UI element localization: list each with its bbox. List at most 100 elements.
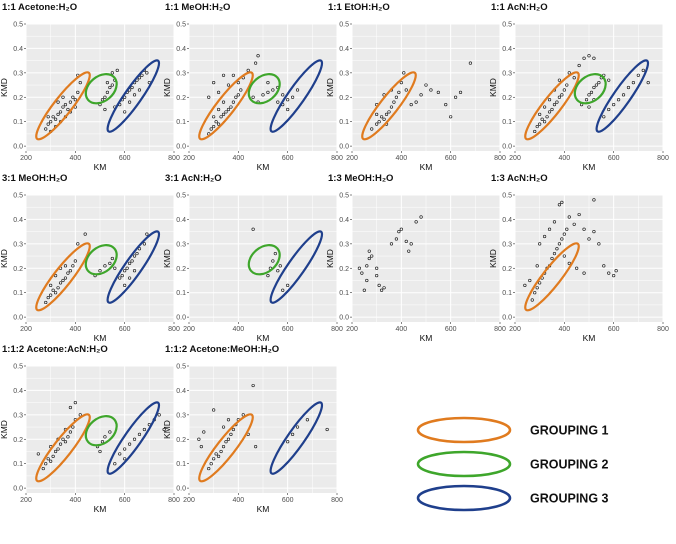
data-point xyxy=(377,283,381,287)
data-point xyxy=(61,437,65,441)
data-point xyxy=(266,90,270,94)
data-point xyxy=(538,122,542,126)
data-point xyxy=(51,115,55,119)
data-point xyxy=(162,427,166,432)
panel-title: 3:1 MeOH:H₂O xyxy=(2,173,67,184)
data-point xyxy=(523,283,527,287)
legend-item: GROUPING 2 xyxy=(416,450,609,478)
legend: GROUPING 1 GROUPING 2 GROUPING 3 xyxy=(416,416,609,512)
data-point xyxy=(587,54,591,58)
data-point xyxy=(266,273,270,278)
data-point xyxy=(286,98,290,102)
y-tick-label: 0.0 xyxy=(339,315,349,322)
data-point xyxy=(567,261,571,265)
y-tick-label: 0.1 xyxy=(13,290,23,297)
grouping-1-ellipse xyxy=(524,71,580,141)
x-tick-label: 200 xyxy=(20,326,32,333)
data-point xyxy=(49,283,53,287)
data-point xyxy=(251,227,255,231)
data-point xyxy=(132,254,137,258)
data-point xyxy=(582,227,586,231)
y-tick-label: 0.1 xyxy=(502,119,512,126)
x-axis-label: KM xyxy=(583,333,596,343)
data-point xyxy=(231,427,235,432)
y-tick-label: 0.5 xyxy=(502,193,512,200)
x-tick-label: 800 xyxy=(331,497,343,504)
y-tick-label: 0.4 xyxy=(13,388,23,395)
data-point xyxy=(68,269,72,273)
data-point xyxy=(587,93,591,97)
grouping-3-ellipse xyxy=(106,59,161,133)
data-point xyxy=(594,83,599,87)
data-point xyxy=(83,232,87,236)
data-point xyxy=(560,237,564,241)
x-tick-label: 200 xyxy=(20,497,32,504)
data-point xyxy=(276,269,280,273)
grouping-1-ellipse xyxy=(198,413,254,483)
data-point xyxy=(375,122,379,126)
panel-title: 1:1 Acetone:H₂O xyxy=(2,2,77,13)
data-point xyxy=(392,100,396,104)
data-point xyxy=(555,247,559,251)
panel-title: 1:1:2 Acetone:MeOH:H₂O xyxy=(165,344,279,355)
data-point xyxy=(547,98,552,102)
y-tick-label: 0.3 xyxy=(13,241,23,248)
data-point xyxy=(560,93,564,97)
x-tick-label: 800 xyxy=(657,326,669,333)
data-point xyxy=(71,264,75,268)
data-point xyxy=(562,254,566,258)
grouping-1-ellipse xyxy=(35,413,91,483)
y-tick-label: 0.4 xyxy=(502,217,512,224)
y-tick-label: 0.0 xyxy=(502,144,512,151)
panel-title: 1:1 EtOH:H₂O xyxy=(328,2,390,13)
data-point xyxy=(528,278,532,283)
data-point xyxy=(394,237,399,241)
data-point xyxy=(547,110,552,114)
data-point xyxy=(458,90,463,94)
data-point xyxy=(535,286,539,290)
data-point xyxy=(219,115,223,119)
x-tick-label: 400 xyxy=(69,155,81,162)
data-point xyxy=(357,266,362,270)
data-point xyxy=(221,73,226,77)
data-point xyxy=(251,383,255,388)
data-point xyxy=(234,95,238,99)
data-point xyxy=(123,110,127,114)
data-point xyxy=(46,457,50,461)
data-point xyxy=(271,259,275,263)
x-tick-label: 400 xyxy=(69,497,81,504)
data-point xyxy=(202,430,206,434)
y-tick-label: 0.2 xyxy=(176,95,186,102)
legend-item: GROUPING 1 xyxy=(416,416,609,444)
x-tick-label: 600 xyxy=(608,326,620,333)
grouping-3-ellipse xyxy=(269,401,324,475)
data-point xyxy=(68,405,72,410)
data-point xyxy=(557,242,562,246)
data-point xyxy=(98,449,102,454)
y-tick-label: 0.0 xyxy=(13,315,23,322)
y-tick-label: 0.4 xyxy=(13,46,23,53)
grouping-2-ellipse xyxy=(573,73,607,105)
data-point xyxy=(214,452,218,456)
panel-title: 1:3 MeOH:H₂O xyxy=(328,173,393,184)
y-tick-label: 0.3 xyxy=(13,70,23,77)
y-tick-label: 0.2 xyxy=(176,266,186,273)
data-point xyxy=(607,78,611,82)
panel-title: 3:1 AcN:H₂O xyxy=(165,173,222,184)
y-tick-label: 0.4 xyxy=(13,217,23,224)
y-axis-label: KMD xyxy=(0,78,9,97)
data-point xyxy=(73,401,77,405)
y-tick-label: 0.0 xyxy=(176,144,186,151)
data-point xyxy=(63,102,68,107)
data-point xyxy=(123,269,127,273)
data-point xyxy=(137,432,142,436)
scatter-panel: 1:1 MeOH:H₂O 200 400 600 800 0.0 0.1 0.2 0.3 0.4 0… xyxy=(162,2,343,172)
y-tick-label: 0.1 xyxy=(502,290,512,297)
data-point xyxy=(560,200,564,204)
x-tick-label: 600 xyxy=(119,497,131,504)
data-point xyxy=(582,271,586,275)
y-tick-label: 0.3 xyxy=(339,70,349,77)
data-point xyxy=(239,88,243,92)
data-point xyxy=(66,271,70,275)
x-tick-label: 800 xyxy=(331,326,343,333)
